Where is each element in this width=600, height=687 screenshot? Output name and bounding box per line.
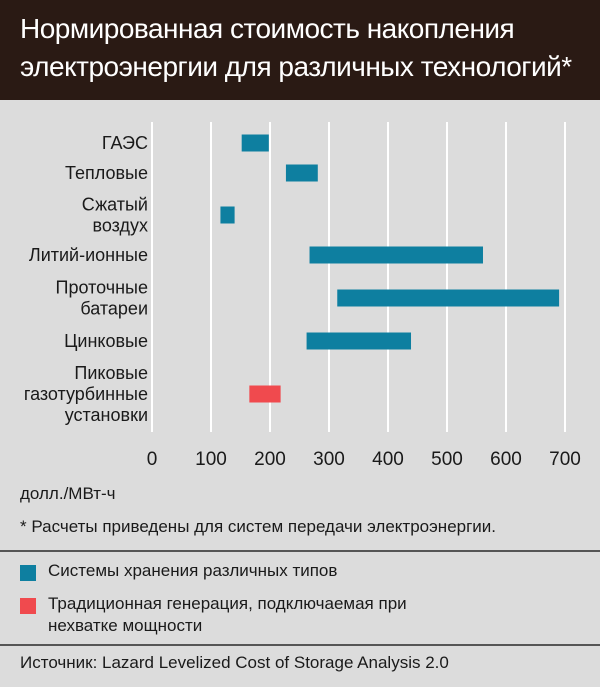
legend-swatch-storage (20, 565, 36, 581)
footnote: * Расчеты приведены для систем передачи … (20, 517, 497, 536)
divider-bottom (0, 644, 600, 646)
bar-3 (309, 246, 483, 264)
tick-label-4: 400 (372, 449, 404, 470)
source-note: Источник: Lazard Levelized Cost of Stora… (20, 653, 449, 672)
tick-label-7: 700 (549, 449, 581, 470)
header-band: Нормированная стоимость накопления элект… (0, 0, 600, 100)
bar-2 (220, 206, 235, 224)
title-line-2: электроэнергии для различных технологий* (20, 51, 572, 82)
legend-label-storage: Системы хранения различных типов (48, 561, 338, 580)
bar-6 (249, 385, 281, 403)
bar-1 (285, 164, 318, 182)
category-label-6-2: установки (65, 405, 148, 425)
chart-title: Нормированная стоимость накопления элект… (20, 10, 590, 86)
category-label-5-0: Цинковые (64, 331, 148, 351)
category-label-6-1: газотурбинные (24, 384, 148, 404)
category-label-6-0: Пиковые (74, 363, 148, 383)
category-label-0-0: ГАЭС (102, 133, 148, 153)
legend-label-conventional: Традиционная генерация, подключаемая при… (48, 594, 407, 635)
divider-top (0, 550, 600, 552)
category-label-4-0: Проточные (56, 278, 149, 298)
title-line-1: Нормированная стоимость накопления (20, 13, 515, 44)
bar-4 (337, 289, 560, 307)
category-label-1-0: Тепловые (65, 163, 148, 183)
legend-swatch-conventional (20, 598, 36, 614)
category-label-2-0: Сжатый (82, 195, 148, 215)
bar-0 (241, 134, 269, 152)
x-axis-unit: долл./МВт-ч (20, 484, 116, 503)
tick-label-0: 0 (147, 449, 158, 470)
category-label-2-1: воздух (92, 216, 148, 236)
tick-label-5: 500 (431, 449, 463, 470)
tick-label-6: 600 (490, 449, 522, 470)
category-label-4-1: батареи (80, 299, 148, 319)
tick-label-2: 200 (254, 449, 286, 470)
tick-label-1: 100 (195, 449, 227, 470)
bar-5 (306, 332, 412, 350)
category-label-3-0: Литий-ионные (29, 245, 148, 265)
tick-label-3: 300 (313, 449, 345, 470)
